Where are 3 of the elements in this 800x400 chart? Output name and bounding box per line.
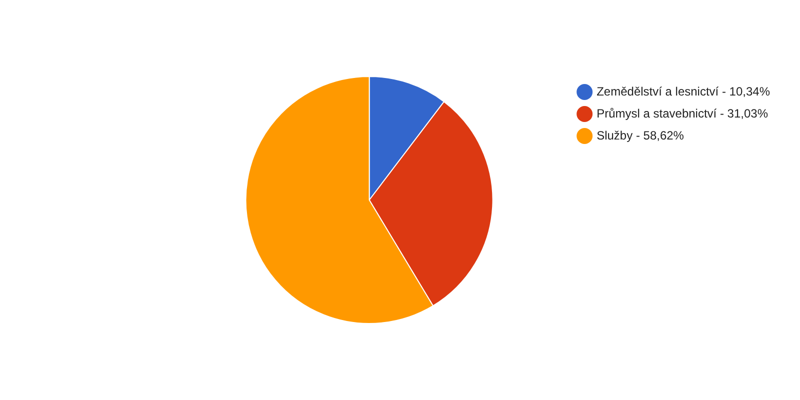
legend-label: Služby - 58,62% xyxy=(596,128,684,142)
legend-label: Průmysl a stavebnictví - 31,03% xyxy=(596,106,768,120)
legend-label: Zemědělství a lesnictví - 10,34% xyxy=(596,84,770,98)
